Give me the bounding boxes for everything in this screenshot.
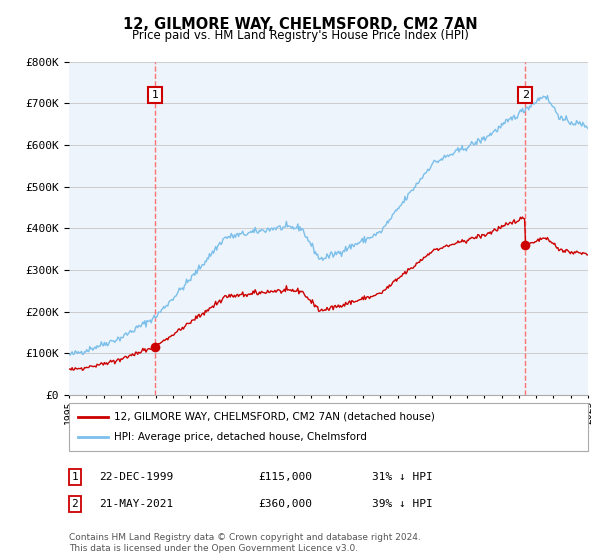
Text: £115,000: £115,000 [258, 472, 312, 482]
Text: £360,000: £360,000 [258, 499, 312, 509]
Text: 12, GILMORE WAY, CHELMSFORD, CM2 7AN (detached house): 12, GILMORE WAY, CHELMSFORD, CM2 7AN (de… [114, 412, 435, 422]
Text: 39% ↓ HPI: 39% ↓ HPI [372, 499, 433, 509]
Text: 1: 1 [71, 472, 79, 482]
Text: Price paid vs. HM Land Registry's House Price Index (HPI): Price paid vs. HM Land Registry's House … [131, 29, 469, 42]
Text: 1: 1 [151, 90, 158, 100]
Text: HPI: Average price, detached house, Chelmsford: HPI: Average price, detached house, Chel… [114, 432, 367, 442]
Text: 22-DEC-1999: 22-DEC-1999 [99, 472, 173, 482]
Text: Contains HM Land Registry data © Crown copyright and database right 2024.
This d: Contains HM Land Registry data © Crown c… [69, 533, 421, 553]
Text: 2: 2 [522, 90, 529, 100]
Text: 31% ↓ HPI: 31% ↓ HPI [372, 472, 433, 482]
Text: 2: 2 [71, 499, 79, 509]
Text: 12, GILMORE WAY, CHELMSFORD, CM2 7AN: 12, GILMORE WAY, CHELMSFORD, CM2 7AN [122, 17, 478, 32]
Text: 21-MAY-2021: 21-MAY-2021 [99, 499, 173, 509]
